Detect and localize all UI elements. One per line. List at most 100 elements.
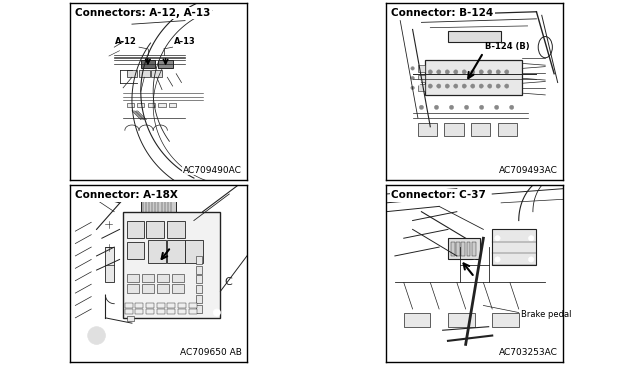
Circle shape: [496, 84, 500, 88]
Text: B-124 (B): B-124 (B): [485, 42, 530, 51]
Bar: [148, 240, 166, 263]
Circle shape: [445, 70, 449, 74]
Bar: [196, 275, 202, 283]
Bar: [146, 220, 164, 238]
Bar: [178, 303, 186, 308]
Text: AC709490AC: AC709490AC: [183, 166, 242, 174]
Text: AC709650 AB: AC709650 AB: [180, 348, 242, 357]
Bar: [448, 238, 480, 260]
Bar: [418, 74, 425, 82]
Circle shape: [529, 36, 534, 41]
Circle shape: [445, 84, 449, 88]
Bar: [125, 310, 133, 314]
Bar: [123, 212, 220, 318]
Bar: [157, 303, 165, 308]
Bar: [172, 274, 184, 283]
Circle shape: [479, 84, 484, 88]
Circle shape: [542, 244, 548, 250]
Bar: [178, 310, 186, 314]
Circle shape: [397, 297, 403, 303]
Bar: [157, 284, 169, 293]
Bar: [185, 240, 203, 263]
Circle shape: [106, 243, 113, 251]
Circle shape: [183, 80, 187, 85]
Circle shape: [428, 70, 432, 74]
Circle shape: [88, 327, 106, 345]
Bar: [461, 242, 465, 256]
Ellipse shape: [538, 36, 553, 58]
Circle shape: [479, 70, 484, 74]
Bar: [127, 220, 144, 238]
Circle shape: [495, 235, 500, 241]
Bar: [158, 103, 166, 107]
Bar: [456, 242, 460, 256]
Bar: [151, 70, 162, 77]
Bar: [127, 274, 139, 283]
Circle shape: [454, 84, 458, 88]
Bar: [451, 242, 454, 256]
Bar: [146, 303, 154, 308]
Text: A-12: A-12: [115, 37, 137, 46]
Bar: [127, 70, 137, 77]
Bar: [189, 303, 196, 308]
Text: Connector: C-37: Connector: C-37: [391, 191, 486, 200]
Circle shape: [121, 93, 125, 97]
Circle shape: [419, 105, 423, 110]
Bar: [127, 103, 134, 107]
Circle shape: [411, 86, 415, 90]
Bar: [189, 310, 196, 314]
Circle shape: [487, 70, 492, 74]
Bar: [467, 242, 470, 256]
Circle shape: [454, 70, 458, 74]
Circle shape: [479, 105, 484, 110]
Circle shape: [465, 105, 468, 110]
Circle shape: [415, 80, 420, 85]
Bar: [492, 312, 519, 327]
Bar: [492, 229, 536, 265]
Bar: [472, 242, 476, 256]
Bar: [169, 103, 176, 107]
Bar: [142, 274, 154, 283]
Circle shape: [494, 105, 499, 110]
Circle shape: [470, 70, 475, 74]
Circle shape: [415, 45, 420, 50]
Bar: [127, 284, 139, 293]
Circle shape: [112, 72, 116, 76]
Bar: [127, 316, 134, 322]
Text: Connector: B-124: Connector: B-124: [391, 8, 494, 18]
Bar: [135, 310, 144, 314]
Circle shape: [213, 309, 220, 316]
Text: Connectors: A-12, A-13: Connectors: A-12, A-13: [75, 8, 211, 18]
Circle shape: [505, 70, 509, 74]
Bar: [167, 240, 185, 263]
Bar: [404, 312, 430, 327]
Circle shape: [434, 105, 439, 110]
Text: Brake pedal: Brake pedal: [520, 310, 571, 319]
Bar: [146, 310, 154, 314]
Circle shape: [121, 57, 125, 62]
Bar: [135, 303, 144, 308]
Circle shape: [428, 84, 432, 88]
Circle shape: [437, 70, 441, 74]
Circle shape: [487, 84, 492, 88]
Bar: [448, 31, 501, 42]
Bar: [106, 247, 114, 283]
Bar: [127, 242, 144, 260]
Bar: [142, 284, 154, 293]
Circle shape: [449, 105, 454, 110]
Circle shape: [106, 220, 113, 228]
Bar: [418, 84, 425, 91]
Bar: [148, 103, 155, 107]
Bar: [196, 285, 202, 293]
Circle shape: [411, 76, 415, 80]
Circle shape: [532, 195, 541, 204]
Circle shape: [505, 84, 509, 88]
Circle shape: [411, 67, 415, 70]
Bar: [196, 266, 202, 274]
FancyBboxPatch shape: [158, 59, 173, 68]
Text: AC703253AC: AC703253AC: [499, 348, 558, 357]
Bar: [139, 70, 149, 77]
Circle shape: [510, 105, 514, 110]
Bar: [172, 284, 184, 293]
Circle shape: [410, 256, 416, 263]
